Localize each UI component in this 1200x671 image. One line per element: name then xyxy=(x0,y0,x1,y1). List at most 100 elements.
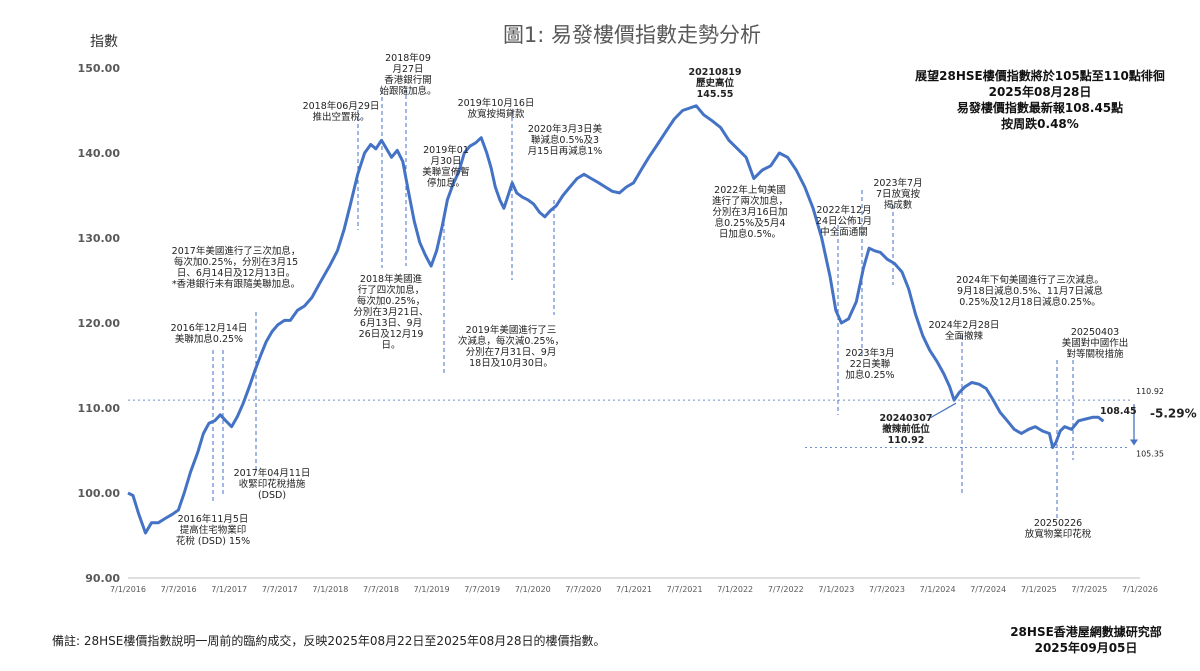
info-box: 展望28HSE樓價指數將於105點至110點徘徊 2025年08月28日 易發樓… xyxy=(915,68,1165,131)
x-tick-label: 7/7/2019 xyxy=(464,585,500,594)
annotation-text: 收緊印花稅措施 xyxy=(239,478,306,490)
annotation-text: 2022年12月 xyxy=(816,204,871,216)
low-label: 110.92 xyxy=(888,435,925,446)
annotation-text: 9月18日減息0.5%、11月7日減息 xyxy=(957,285,1103,297)
annotation-text: 26日及12月19 xyxy=(359,329,424,340)
annotation-text: 每次加0.25%，分別在3月15 xyxy=(174,256,298,268)
y-tick-label: 100.00 xyxy=(78,487,121,500)
footer-date: 2025年09月05日 xyxy=(1035,640,1138,655)
low-label: 20240307 xyxy=(880,413,933,424)
annotation-text: 18日及10月30日。 xyxy=(469,358,553,369)
annotation-text: 2022年上旬美國 xyxy=(714,184,786,196)
annotation-text: 停加息。 xyxy=(427,177,465,189)
x-tick-label: 7/1/2022 xyxy=(717,585,753,594)
reference-label: 110.92 xyxy=(1136,387,1164,396)
annotation-text: *香港銀行未有跟隨美聯加息。 xyxy=(172,278,300,290)
reference-lines: 110.92 105.35 -5.29% 108.45 xyxy=(128,387,1197,459)
peak-label: 145.55 xyxy=(697,89,734,100)
x-tick-label: 7/7/2021 xyxy=(667,585,703,594)
annotation-text: 提高住宅物業印 xyxy=(180,524,247,536)
annotation-text: 24日公佈1月 xyxy=(816,215,872,227)
x-tick-label: 7/7/2023 xyxy=(869,585,905,594)
x-tick-label: 7/1/2020 xyxy=(515,585,551,594)
reference-label: 105.35 xyxy=(1136,450,1164,459)
annotation-text: 行了四次加息， xyxy=(358,284,425,296)
annotation-text: 美聯宣佈暫 xyxy=(422,166,470,178)
footer-org: 28HSE香港屋網數據研究部 xyxy=(1010,624,1162,639)
low-arrow xyxy=(929,402,957,419)
annotation-text: 全面撤辣 xyxy=(945,330,984,342)
annotation-text: 6月13日、9月 xyxy=(360,318,422,329)
annotation-text: 2018年06月29日 xyxy=(303,100,380,112)
latest-value-label: 108.45 xyxy=(1100,406,1137,417)
annotation-text: 分別在7月31日、9月 xyxy=(466,346,557,358)
annotation-text: 2019年美國進行了三 xyxy=(466,324,557,336)
annotation-text: 美國對中國作出 xyxy=(1062,337,1129,349)
axes: 90.00 100.00 110.00 120.00 130.00 140.00 150.0… xyxy=(78,62,1158,594)
x-tick-label: 7/1/2024 xyxy=(920,585,956,594)
annotation-text: 次減息，每次減0.25%， xyxy=(458,335,564,347)
peak-label: 歷史高位 xyxy=(696,77,735,89)
annotation-text: 中全面通關 xyxy=(820,226,868,238)
annotation-text: 日加息0.5%。 xyxy=(719,228,781,240)
annotation-text: 進行了兩次加息， xyxy=(712,195,788,207)
x-tick-label: 7/1/2018 xyxy=(312,585,348,594)
annotation-text: 2017年美國進行了三次加息， xyxy=(172,245,301,257)
x-tick-label: 7/7/2020 xyxy=(565,585,601,594)
annotation-text: 推出空置稅。 xyxy=(312,111,369,123)
annotation-text: 2016年11月5日 xyxy=(178,513,249,525)
annotation-text: 放寬按揭貸款 xyxy=(467,108,525,120)
price-index-line xyxy=(127,104,1105,535)
annotation-text: 2018年美國進 xyxy=(360,273,423,285)
info-line-4: 按周跌0.48% xyxy=(1001,116,1079,131)
annotation-text: 月27日 xyxy=(392,64,423,75)
annotation-text: 美聯加息0.25% xyxy=(175,333,243,345)
x-tick-label: 7/1/2021 xyxy=(616,585,652,594)
annotation-text: 分別在3月16日加 xyxy=(712,206,787,218)
y-axis-unit: 指數 xyxy=(90,34,118,50)
annotation-text: 2018年09 xyxy=(385,52,431,64)
chart-title: 圖1: 易發樓價指數走勢分析 xyxy=(503,23,761,47)
info-line-3: 易發樓價指數最新報108.45點 xyxy=(957,100,1123,115)
annotation-text: 分別在3月21日、 xyxy=(353,306,428,318)
drop-arrow-head xyxy=(1130,439,1138,446)
annotation-text: 0.25%及12月18日減息0.25%。 xyxy=(959,296,1101,308)
info-line-1: 展望28HSE樓價指數將於105點至110點徘徊 xyxy=(915,68,1165,83)
annotation-text: 20250403 xyxy=(1071,327,1119,338)
x-tick-label: 7/1/2016 xyxy=(110,585,146,594)
annotation-text: 日。 xyxy=(381,340,400,351)
footer-note: 備註: 28HSE樓價指數說明一周前的臨約成交，反映2025年08月22日至20… xyxy=(52,633,606,648)
x-tick-label: 7/7/2017 xyxy=(262,585,298,594)
y-tick-label: 110.00 xyxy=(78,402,121,415)
annotation-text: 7日放寬按 xyxy=(876,188,921,200)
info-line-2: 2025年08月28日 xyxy=(989,84,1092,99)
annotation-text: 2023年7月 xyxy=(873,177,922,189)
annotation-text: 月30日 xyxy=(430,156,461,167)
annotation-text: 日、6月14日及12月13日。 xyxy=(177,268,295,279)
x-tick-label: 7/7/2016 xyxy=(161,585,197,594)
x-tick-label: 7/1/2025 xyxy=(1021,585,1057,594)
annotation-text: 花稅 (DSD) 15% xyxy=(176,535,250,547)
annotation-text: 2020年3月3日美 xyxy=(528,123,603,135)
annotation-text: 放寬物業印花稅 xyxy=(1025,528,1092,540)
annotation-text: 聯減息0.5%及3 xyxy=(531,134,599,146)
annotation-text: 揭成數 xyxy=(884,199,913,211)
annotation-text: 月15日再減息1% xyxy=(528,145,603,157)
series-layer xyxy=(127,104,1105,535)
peak-label: 20210819 xyxy=(689,67,742,78)
y-tick-label: 120.00 xyxy=(78,317,121,330)
annotation-text: 香港銀行開 xyxy=(384,74,432,86)
annotation-text: 2019年10月16日 xyxy=(458,97,535,109)
x-tick-label: 7/7/2022 xyxy=(768,585,804,594)
y-tick-label: 90.00 xyxy=(85,572,120,585)
x-tick-label: 7/1/2019 xyxy=(414,585,450,594)
annotation-text: (DSD) xyxy=(258,490,286,501)
annotation-text: 2017年04月11日 xyxy=(234,467,311,479)
annotation-text: 息0.25%及5月4 xyxy=(715,217,786,229)
low-label: 撤辣前低位 xyxy=(882,423,930,435)
annotation-text: 2023年3月 xyxy=(845,347,894,359)
x-tick-label: 7/1/2023 xyxy=(818,585,854,594)
annotation-text: 20250226 xyxy=(1034,518,1082,529)
